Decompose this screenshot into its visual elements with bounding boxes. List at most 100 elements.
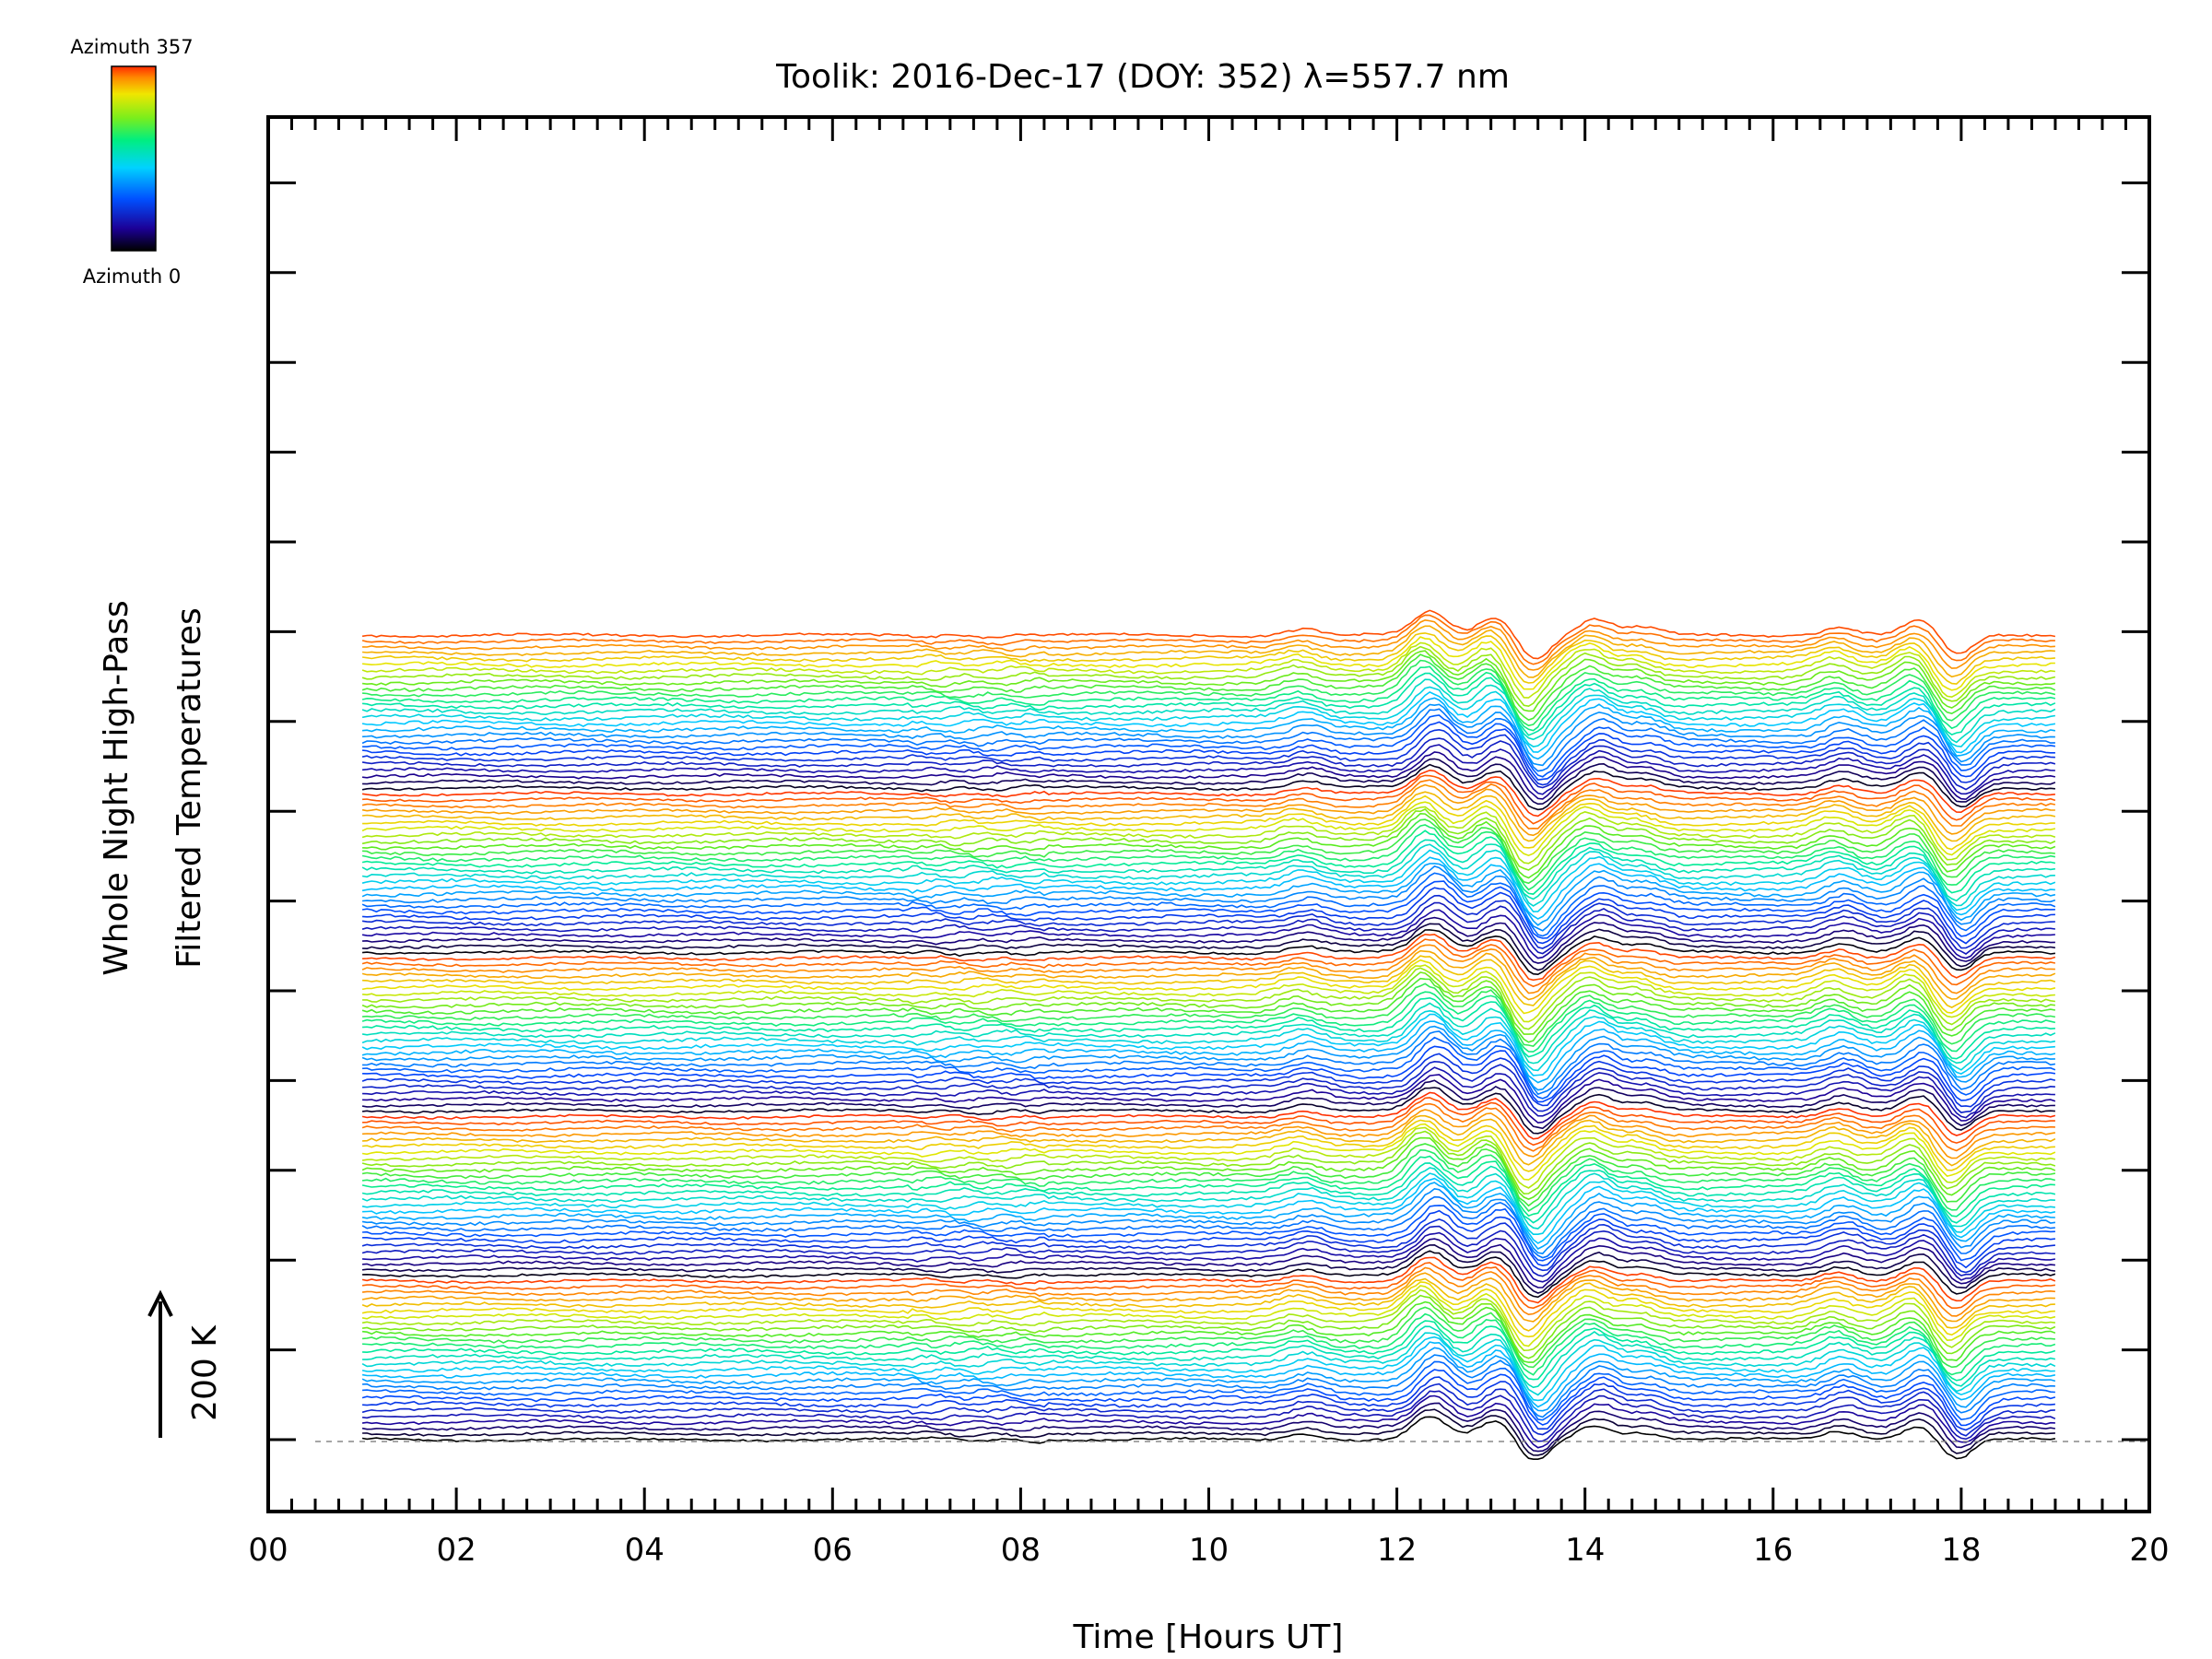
trace-line-12 xyxy=(361,1335,2055,1402)
trace-line-100 xyxy=(362,818,2055,885)
trace-line-35 xyxy=(362,1205,2055,1262)
trace-line-59 xyxy=(362,1066,2055,1119)
trace-line-8 xyxy=(362,1360,2055,1421)
y-axis-title-line2: Filtered Temperatures xyxy=(171,607,208,969)
y-axis-title-line1: Whole Night High-Pass xyxy=(98,600,135,976)
trace-line-66 xyxy=(361,1020,2056,1084)
trace-line-85 xyxy=(362,916,2055,964)
trace-line-135 xyxy=(362,618,2055,671)
colorbar-top-label: Azimuth 357 xyxy=(70,36,193,58)
trace-line-90 xyxy=(361,880,2055,939)
scale-bar-arrow-head xyxy=(147,1289,173,1317)
trace-line-82 xyxy=(362,933,2056,982)
trace-line-120 xyxy=(362,703,2055,767)
trace-line-52 xyxy=(362,1109,2056,1159)
trace-line-75 xyxy=(362,967,2056,1030)
chart-title: Toolik: 2016-Dec-17 (DOY: 352) λ=557.7 n… xyxy=(775,58,1510,96)
trace-line-27 xyxy=(361,1256,2056,1304)
trace-line-67 xyxy=(361,1013,2055,1077)
trace-line-6 xyxy=(362,1376,2055,1431)
trace-line-63 xyxy=(362,1036,2056,1100)
trace-line-84 xyxy=(362,923,2056,971)
trace-line-104 xyxy=(361,801,2056,857)
scale-bar: 200 K xyxy=(147,1289,224,1438)
trace-line-69 xyxy=(361,1002,2056,1065)
trace-line-36 xyxy=(361,1195,2055,1259)
trace-lines xyxy=(361,609,2056,1460)
trace-line-103 xyxy=(361,806,2056,865)
trace-line-97 xyxy=(361,839,2056,902)
x-tick-label: 12 xyxy=(1377,1532,1417,1569)
trace-line-37 xyxy=(361,1187,2056,1254)
trace-line-0 xyxy=(361,1416,2056,1460)
trace-line-22 xyxy=(361,1281,2055,1338)
trace-line-91 xyxy=(361,872,2056,937)
trace-line-25 xyxy=(361,1266,2055,1317)
trace-line-121 xyxy=(362,697,2056,760)
trace-line-83 xyxy=(362,929,2056,976)
trace-line-45 xyxy=(361,1143,2056,1207)
trace-line-115 xyxy=(361,737,2056,791)
trace-line-112 xyxy=(362,758,2056,806)
trace-line-2 xyxy=(361,1402,2056,1453)
trace-line-93 xyxy=(361,863,2056,926)
axis-ticks xyxy=(266,117,2151,1512)
x-tick-labels: 00 02 04 06 08 10 12 14 16 18 20 xyxy=(248,1532,2169,1569)
trace-line-79 xyxy=(361,949,2056,1001)
trace-line-7 xyxy=(361,1369,2056,1427)
trace-line-80 xyxy=(361,944,2055,994)
trace-line-21 xyxy=(361,1285,2056,1347)
trace-line-126 xyxy=(361,665,2056,732)
trace-line-57 xyxy=(361,1079,2055,1130)
x-tick-label: 06 xyxy=(813,1532,853,1569)
trace-line-122 xyxy=(361,690,2056,754)
trace-line-113 xyxy=(362,751,2056,801)
x-tick-label: 08 xyxy=(1001,1532,1041,1569)
x-tick-label: 18 xyxy=(1941,1532,1981,1569)
trace-line-64 xyxy=(362,1030,2056,1096)
trace-line-30 xyxy=(362,1238,2055,1288)
trace-line-71 xyxy=(361,991,2056,1053)
colorbar-bottom-label: Azimuth 0 xyxy=(83,265,182,288)
x-tick-label: 16 xyxy=(1753,1532,1793,1569)
trace-line-50 xyxy=(362,1119,2055,1172)
trace-line-95 xyxy=(361,849,2056,912)
trace-line-34 xyxy=(362,1209,2055,1269)
trace-line-1 xyxy=(362,1408,2055,1456)
trace-line-51 xyxy=(362,1114,2056,1167)
trace-line-89 xyxy=(362,887,2055,945)
trace-line-11 xyxy=(361,1341,2056,1408)
trace-line-130 xyxy=(361,645,2056,708)
trace-line-117 xyxy=(362,721,2055,782)
trace-line-3 xyxy=(361,1394,2055,1449)
trace-line-42 xyxy=(361,1162,2056,1224)
trace-line-137 xyxy=(361,609,2056,660)
trace-line-40 xyxy=(361,1172,2055,1235)
trace-line-9 xyxy=(362,1354,2055,1418)
trace-line-74 xyxy=(361,971,2055,1035)
x-tick-label: 14 xyxy=(1565,1532,1605,1569)
trace-line-58 xyxy=(362,1074,2056,1124)
trace-line-33 xyxy=(361,1218,2055,1274)
trace-line-98 xyxy=(361,830,2056,895)
trace-line-44 xyxy=(362,1148,2056,1212)
trace-line-123 xyxy=(361,686,2056,747)
trace-line-131 xyxy=(361,641,2056,699)
trace-line-72 xyxy=(362,982,2056,1047)
trace-line-92 xyxy=(362,865,2056,932)
trace-line-48 xyxy=(361,1126,2056,1189)
trace-line-86 xyxy=(361,909,2055,959)
trace-line-108 xyxy=(361,779,2056,830)
colorbar xyxy=(111,65,157,252)
trace-line-109 xyxy=(362,774,2056,825)
trace-line-87 xyxy=(361,901,2056,955)
trace-line-99 xyxy=(361,824,2056,891)
trace-line-77 xyxy=(361,959,2056,1015)
trace-line-29 xyxy=(362,1243,2056,1294)
trace-line-47 xyxy=(361,1130,2056,1195)
x-tick-label: 04 xyxy=(625,1532,665,1569)
x-tick-label: 10 xyxy=(1189,1532,1229,1569)
trace-line-116 xyxy=(361,728,2055,786)
trace-line-18 xyxy=(362,1300,2056,1363)
